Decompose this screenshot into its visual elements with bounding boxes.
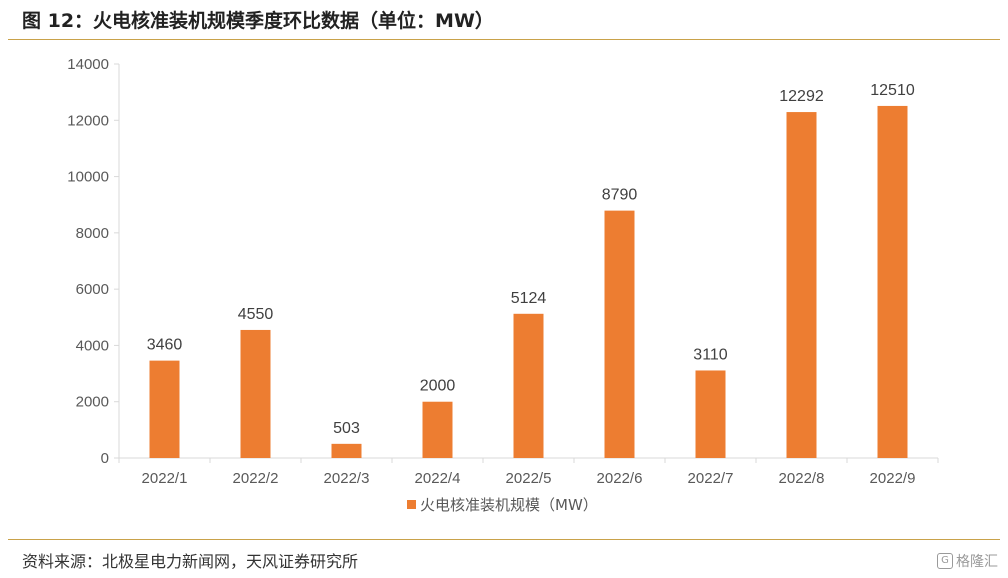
x-tick-label: 2022/2 xyxy=(233,470,279,487)
x-tick-label: 2022/6 xyxy=(597,470,643,487)
y-tick-label: 4000 xyxy=(76,337,109,354)
legend-swatch xyxy=(407,500,416,509)
x-tick-label: 2022/8 xyxy=(779,470,825,487)
data-label: 3460 xyxy=(147,337,183,354)
bar xyxy=(422,401,453,458)
bar xyxy=(149,360,180,458)
source-note: 资料来源：北极星电力新闻网，天风证券研究所 xyxy=(22,552,359,571)
watermark-logo-icon: G xyxy=(937,553,953,569)
legend-label: 火电核准装机规模（MW） xyxy=(420,496,598,514)
data-label: 503 xyxy=(333,420,360,437)
source-divider xyxy=(8,539,1000,540)
bar xyxy=(695,370,726,458)
y-tick-label: 12000 xyxy=(67,112,109,129)
y-tick-label: 14000 xyxy=(67,56,109,73)
bar xyxy=(877,105,908,458)
y-tick-label: 8000 xyxy=(76,225,109,242)
data-label: 3110 xyxy=(693,346,728,363)
data-label: 2000 xyxy=(420,378,456,395)
watermark-text: 格隆汇 xyxy=(956,554,998,570)
title-divider xyxy=(8,39,1000,40)
figure-title: 图 12：火电核准装机规模季度环比数据（单位：MW） xyxy=(22,10,494,32)
data-label: 12292 xyxy=(779,88,824,105)
data-label: 8790 xyxy=(602,187,638,204)
watermark: G 格隆汇 xyxy=(937,551,998,571)
x-tick-label: 2022/5 xyxy=(506,470,552,487)
y-tick-label: 10000 xyxy=(67,169,109,186)
bar xyxy=(240,329,271,458)
data-label: 5124 xyxy=(511,290,547,307)
x-tick-label: 2022/3 xyxy=(324,470,370,487)
y-tick-label: 0 xyxy=(101,450,109,467)
x-tick-label: 2022/1 xyxy=(142,470,188,487)
x-tick-label: 2022/7 xyxy=(688,470,734,487)
bar xyxy=(604,210,635,458)
bar xyxy=(786,112,817,459)
x-tick-label: 2022/4 xyxy=(415,470,461,487)
y-tick-label: 6000 xyxy=(76,281,109,298)
y-tick-label: 2000 xyxy=(76,394,109,411)
data-label: 12510 xyxy=(870,82,915,99)
x-tick-label: 2022/9 xyxy=(870,470,916,487)
data-label: 4550 xyxy=(238,306,274,323)
bar-chart: 0 2000 4000 6000 8000 10000 12000 14000 3460 2022… xyxy=(67,56,939,514)
bar xyxy=(331,443,362,458)
bar xyxy=(513,313,544,458)
